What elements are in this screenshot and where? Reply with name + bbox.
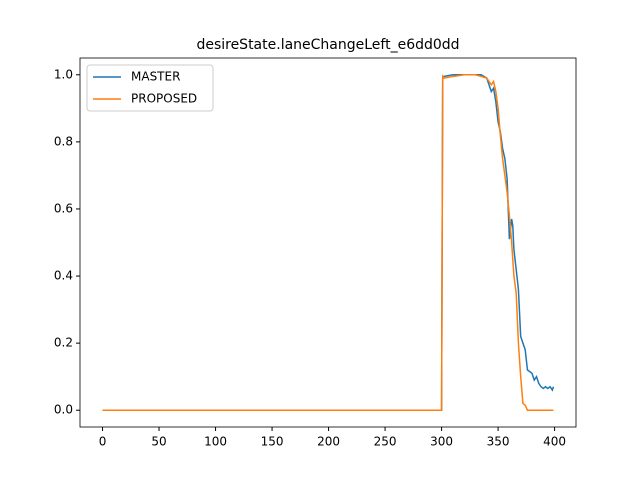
y-tick-label: 0.2 — [54, 336, 73, 350]
x-tick-label: 200 — [317, 435, 340, 449]
x-tick-label: 250 — [374, 435, 397, 449]
x-tick-label: 50 — [151, 435, 166, 449]
x-tick-label: 100 — [204, 435, 227, 449]
y-tick-label: 0.8 — [54, 134, 73, 148]
x-tick-label: 350 — [487, 435, 510, 449]
plot-frame — [79, 57, 577, 428]
series-line — [102, 74, 554, 411]
series-line — [102, 74, 555, 411]
x-tick-label: 0 — [99, 435, 107, 449]
y-tick-label: 0.0 — [54, 403, 73, 417]
y-tick-label: 1.0 — [54, 67, 73, 81]
y-tick-label: 0.6 — [54, 201, 73, 215]
legend-label: MASTER — [131, 70, 180, 84]
chart-title: desireState.laneChangeLeft_e6dd0dd — [196, 37, 459, 53]
y-tick-label: 0.4 — [54, 269, 73, 283]
legend-label: PROPOSED — [131, 92, 197, 106]
x-tick-label: 150 — [261, 435, 284, 449]
x-tick-label: 300 — [430, 435, 453, 449]
x-tick-label: 400 — [543, 435, 566, 449]
